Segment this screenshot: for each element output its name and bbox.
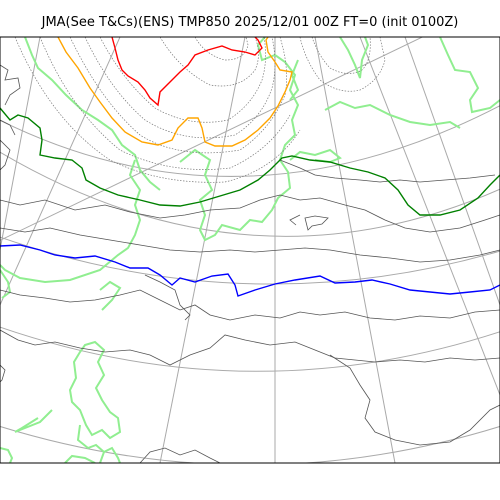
coastlines [0, 37, 500, 463]
isotherm [0, 119, 16, 136]
isotherm [299, 37, 386, 92]
isotherm [194, 37, 249, 61]
coastline [24, 37, 161, 191]
latitude-line [0, 236, 500, 285]
latitude-line [0, 37, 424, 241]
isotherms-grey [0, 64, 500, 463]
latitude-line [0, 105, 500, 177]
isotherm [159, 37, 259, 87]
longitude-line [159, 37, 246, 463]
longitude-line [0, 37, 121, 306]
isotherm-red [111, 37, 263, 107]
graticule [0, 37, 500, 463]
coastline [68, 340, 122, 440]
isotherm [329, 354, 500, 446]
isotherm [304, 215, 329, 231]
coastline [339, 37, 370, 79]
coastline [289, 59, 300, 101]
longitude-line [404, 37, 500, 306]
coastline [64, 454, 96, 463]
isotherm [0, 289, 500, 321]
coastline [76, 424, 105, 453]
isotherm [0, 227, 500, 263]
longitude-line [0, 37, 41, 251]
latitude-line [0, 151, 500, 237]
latitude-line [0, 425, 500, 463]
isotherm [0, 364, 6, 383]
longitude-line [359, 37, 500, 396]
isotherm [99, 37, 266, 123]
isotherm [289, 214, 301, 226]
isotherm-blue [0, 244, 500, 297]
isotherm [0, 64, 21, 106]
isotherm-green [0, 107, 500, 216]
isotherm [0, 329, 500, 366]
isotherm [311, 37, 371, 74]
coastline [439, 37, 500, 114]
coastline [99, 446, 121, 463]
isotherm [0, 194, 500, 233]
isotherm [84, 37, 276, 139]
coastline [324, 100, 461, 129]
map-frame [0, 36, 500, 464]
coastline [99, 280, 122, 311]
coastline [0, 447, 14, 463]
coastline [14, 409, 53, 433]
isotherm [14, 37, 301, 183]
isotherm-orange [57, 37, 293, 147]
isotherm [279, 159, 496, 183]
latitude-line [0, 326, 500, 372]
isotherm [39, 37, 291, 170]
coastline [0, 269, 12, 299]
map-title: JMA(See T&Cs)(ENS) TMP850 2025/12/01 00Z… [41, 15, 459, 30]
isotherm [0, 139, 11, 171]
isotherm [144, 274, 191, 321]
coastline [0, 159, 142, 284]
isotherm [139, 447, 221, 463]
